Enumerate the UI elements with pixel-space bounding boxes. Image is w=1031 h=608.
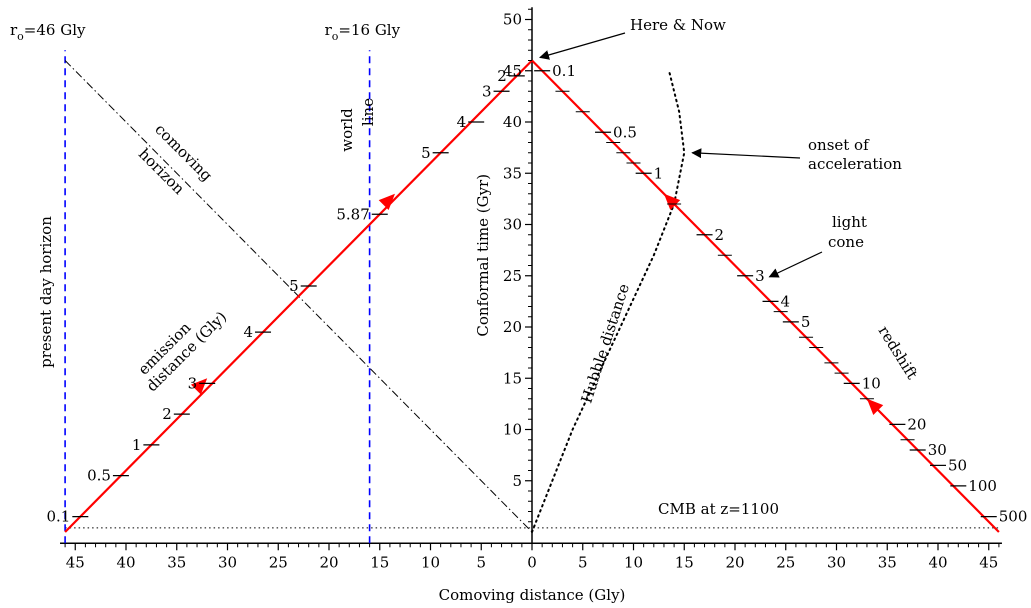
redshift-axis-label: redshift [875,323,922,383]
x-tick-label: 30 [218,553,237,571]
here-now-arrow [539,32,626,60]
x-tick-label: 15 [370,553,389,571]
cmb-label: CMB at z=1100 [658,500,779,518]
world-line-radius-label: ro=46 Gly [10,21,86,43]
y-tick-label: 20 [503,318,522,336]
x-tick-label: 15 [675,553,694,571]
light-cone-line [531,59,1000,533]
redshift-label: 50 [948,456,967,474]
emission-distance-label: 5 [289,277,299,295]
emission-line [64,59,533,533]
y-tick-label: 15 [503,369,522,387]
y-tick-label: 30 [503,216,522,234]
y-tick-label: 10 [503,421,522,439]
here-now-label: Here & Now [630,16,726,34]
light-cone-label-2: cone [828,233,864,251]
x-tick-label: 20 [319,553,338,571]
redshift-label: 2 [715,226,725,244]
emission-distance-label: 3 [482,82,492,100]
emission-distance-label: 3 [188,374,198,392]
x-tick-label: 5 [476,553,486,571]
world-line-label-2: line [359,98,377,126]
y-tick-label: 5 [512,472,522,490]
x-tick-label: 10 [624,553,643,571]
world-line-label-1: world [338,108,356,152]
redshift-label: 4 [781,292,791,310]
emission-distance-label: 4 [243,323,253,341]
onset-arrow [691,148,801,159]
y-tick-label: 45 [503,62,522,80]
y-axis-label: Conformal time (Gyr) [474,174,492,337]
world-line-radius-label: ro=16 Gly [325,21,401,43]
x-tick-label: 45 [979,553,998,571]
emission-arrow [378,193,395,211]
x-tick-label: 5 [578,553,588,571]
x-tick-label: 25 [269,553,288,571]
x-tick-label: 35 [167,553,186,571]
redshift-label: 10 [862,374,881,392]
light-cone-label-1: light [832,213,867,231]
onset-label-2: acceleration [808,155,902,173]
y-tick-label: 40 [503,113,522,131]
hubble-distance-label: Hubble distance [577,281,633,405]
emission-arrow [190,378,208,395]
y-tick-label: 50 [503,11,522,29]
redshift-label: 100 [968,477,997,495]
emission-distance-label: 1 [132,436,142,454]
x-tick-label: 35 [878,553,897,571]
x-tick-label: 45 [66,553,85,571]
x-tick-label: 20 [725,553,744,571]
x-axis-label: Comoving distance (Gly) [439,586,626,604]
light-cone-arrow [768,251,823,278]
x-tick-label: 10 [421,553,440,571]
y-tick-label: 25 [503,267,522,285]
redshift-label: 500 [999,508,1028,526]
emission-distance-label: 5 [421,144,431,162]
x-tick-label: 30 [827,553,846,571]
x-tick-label: 0 [527,553,537,571]
redshift-label: 20 [907,415,926,433]
emission-distance-label: 4 [457,113,467,131]
redshift-label: 3 [755,267,765,285]
redshift-label: 0.5 [613,123,637,141]
redshift-label: 0.1 [552,62,576,80]
light-cone-arrow [866,398,884,416]
hubble-distance-curve [531,69,686,533]
emission-distance-label: 5.87 [336,205,369,223]
emission-distance-label: 2 [497,67,507,85]
present-day-horizon-label: present day horizon [37,216,55,368]
redshift-label: 5 [801,313,811,331]
y-tick-label: 35 [503,164,522,182]
onset-label-1: onset of [808,136,870,154]
x-tick-label: 40 [116,553,135,571]
light-cone-arrow [663,193,681,211]
emission-distance-label: 0.1 [46,508,70,526]
emission-distance-label: 2 [162,405,172,423]
redshift-label: 1 [654,164,664,182]
redshift-label: 30 [928,441,947,459]
x-tick-label: 40 [928,553,947,571]
emission-distance-label: 0.5 [87,467,111,485]
x-tick-label: 25 [776,553,795,571]
